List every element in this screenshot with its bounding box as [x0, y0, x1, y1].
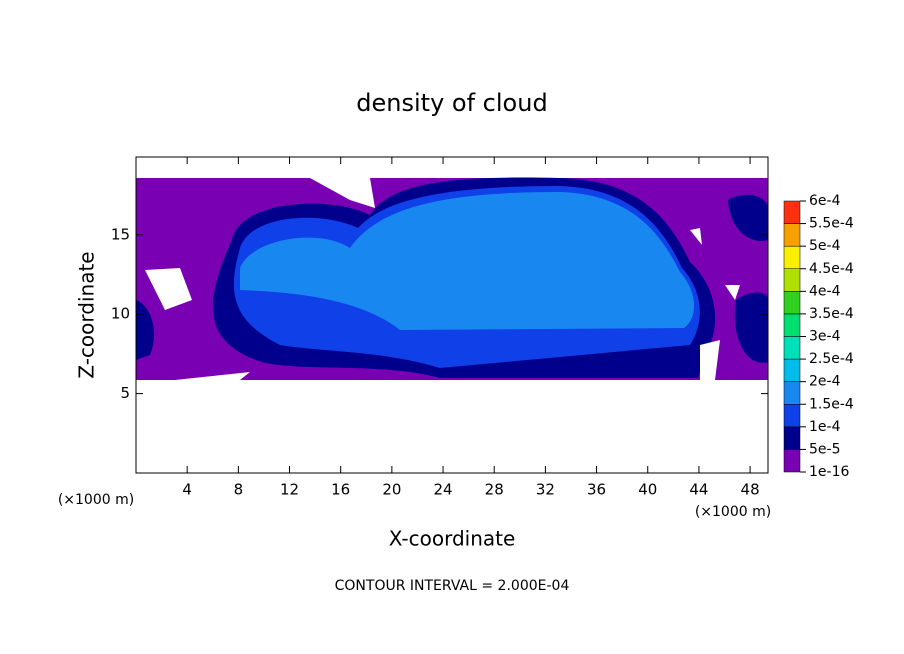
x-tick-label: 16	[331, 481, 350, 499]
x-tick-label: 40	[638, 481, 657, 499]
x-tick-label: 48	[741, 481, 760, 499]
colorbar-box	[783, 245, 801, 270]
colorbar-label: 5e-5	[809, 441, 840, 457]
colorbar-box	[783, 313, 801, 337]
x-tick-label: 32	[536, 481, 555, 499]
contour-field	[136, 177, 768, 380]
x-tick-label: 24	[433, 481, 452, 499]
y-tick-label: 15	[111, 225, 130, 243]
colorbar-box	[783, 291, 801, 315]
colorbar-label: 4.5e-4	[809, 261, 854, 277]
x-tick-label: 36	[587, 481, 606, 499]
colorbar-box	[783, 200, 801, 224]
y-tick-label: 5	[120, 384, 130, 402]
colorbar-label: 1e-4	[809, 419, 841, 435]
x-tick-label: 4	[182, 481, 192, 499]
colorbar-box	[783, 404, 801, 428]
colorbar-label: 1.5e-4	[809, 396, 854, 412]
colorbar-label: 3e-4	[809, 329, 841, 345]
colorbar-label: 5e-4	[809, 238, 841, 254]
x-tick-label: 8	[234, 481, 244, 499]
y-axis-label: Z-coordinate	[75, 251, 99, 378]
x-unit-right: (×1000 m)	[695, 504, 771, 520]
plot-frame	[135, 156, 769, 474]
colorbar-label: 5.5e-4	[809, 216, 854, 232]
x-tick-label: 44	[689, 481, 708, 499]
contour-region	[240, 192, 695, 330]
colorbar-box	[783, 268, 801, 292]
x-tick-label: 12	[280, 481, 299, 499]
chart-title: density of cloud	[356, 89, 547, 117]
x-tick-label: 28	[485, 481, 504, 499]
footer: CONTOUR INTERVAL = 2.000E-04	[335, 578, 570, 594]
colorbar-box	[783, 336, 801, 360]
colorbar-label: 2.5e-4	[809, 351, 854, 367]
x-axis-label: X-coordinate	[389, 527, 516, 551]
colorbar-label: 1e-16	[809, 464, 849, 480]
colorbar-box	[783, 449, 801, 473]
x-tick-label: 20	[382, 481, 401, 499]
colorbar-box	[783, 358, 801, 382]
colorbar-label: 6e-4	[809, 193, 841, 209]
y-tick-label: 10	[111, 305, 130, 323]
colorbar-box	[783, 426, 801, 450]
colorbar-box	[783, 381, 801, 405]
colorbar-label: 3.5e-4	[809, 306, 854, 322]
x-unit-left: (×1000 m)	[58, 492, 134, 508]
colorbar-box	[783, 223, 801, 247]
colorbar-label: 4e-4	[809, 283, 841, 299]
colorbar-label: 2e-4	[809, 374, 841, 390]
